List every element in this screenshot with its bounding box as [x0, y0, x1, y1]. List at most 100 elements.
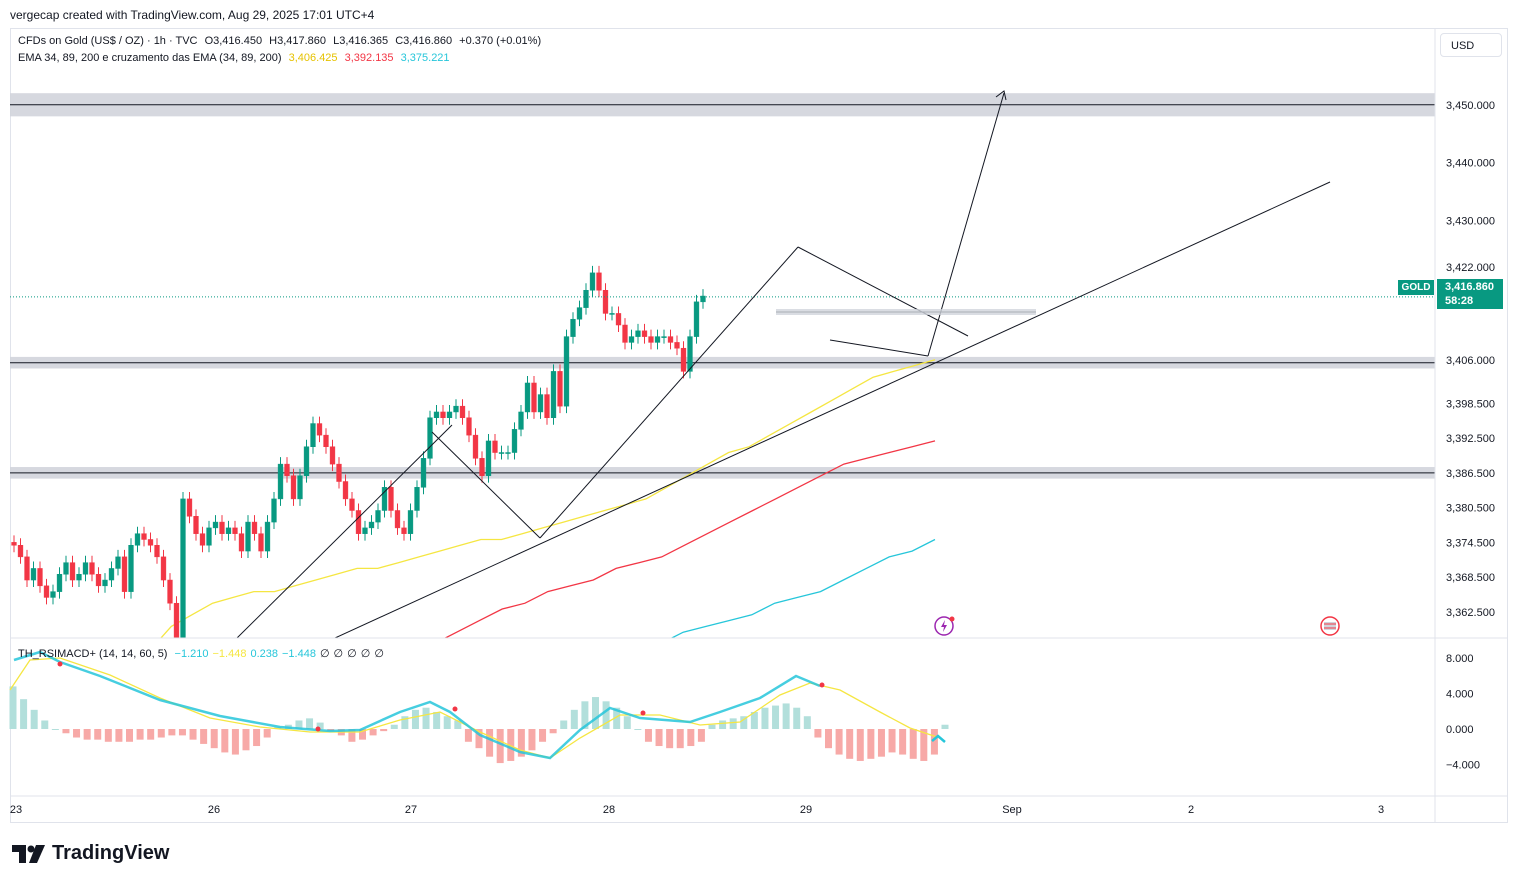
- candle-body: [336, 463, 342, 482]
- candle-body: [648, 336, 654, 343]
- histogram-bar: [369, 729, 377, 736]
- indicator-values: −1.210 −1.448 0.238 −1.448 ∅ ∅ ∅ ∅ ∅: [175, 648, 388, 660]
- last-price: 3,416.860: [1445, 281, 1494, 293]
- histogram-bar: [83, 729, 91, 740]
- histogram-bar: [221, 729, 229, 753]
- histogram-bar: [401, 716, 409, 729]
- histogram-bar: [750, 711, 758, 729]
- candle-body: [622, 324, 628, 343]
- price-axis-label: 3,422.000: [1446, 262, 1495, 274]
- candle-body: [524, 382, 531, 413]
- candle-body: [427, 417, 433, 459]
- candle-body: [375, 510, 381, 523]
- time-axis-label: 28: [603, 804, 615, 816]
- price-axis-label: 3,374.500: [1446, 537, 1495, 549]
- candle-body: [238, 533, 245, 552]
- ema34-value: 3,406.425: [288, 52, 338, 64]
- histogram-bar: [666, 729, 674, 749]
- candle-body: [453, 405, 459, 413]
- currency-selector[interactable]: USD: [1440, 33, 1502, 57]
- candle-body: [43, 585, 50, 598]
- candle-body: [206, 527, 212, 546]
- candle-body: [108, 568, 115, 581]
- candle-body: [394, 510, 401, 529]
- candle-body: [641, 330, 648, 337]
- candle-body: [69, 562, 76, 581]
- histogram-bar: [761, 707, 769, 729]
- signal-line: [9, 657, 941, 759]
- candle-body: [414, 487, 420, 511]
- ema89-line: [443, 440, 936, 638]
- histogram-bar: [73, 729, 81, 738]
- price-axis-label: 3,362.500: [1446, 607, 1495, 619]
- candle-body: [147, 539, 154, 546]
- histogram-bar: [888, 729, 896, 753]
- ema200-line: [670, 538, 936, 638]
- histogram-bar: [115, 729, 123, 742]
- price-axis-label: 3,380.500: [1446, 503, 1495, 515]
- histogram-bar: [539, 729, 547, 742]
- candle-body: [37, 568, 43, 587]
- candle-body: [680, 347, 687, 372]
- candle-body: [635, 330, 641, 337]
- candle-body: [173, 602, 180, 638]
- histogram-bar: [306, 718, 314, 729]
- indicator-value: ∅: [374, 648, 384, 660]
- candle-body: [95, 573, 102, 587]
- indicator-legend: TH_RSIMACD+ (14, 14, 60, 5) −1.210 −1.448…: [18, 647, 392, 660]
- candle-body: [661, 336, 667, 338]
- histogram-bar: [835, 729, 843, 755]
- histogram-bar: [51, 729, 59, 730]
- histogram-bar: [549, 729, 557, 734]
- histogram-bar: [581, 701, 589, 729]
- tradingview-logo-icon: [12, 844, 45, 863]
- histogram-bar: [274, 726, 282, 729]
- histogram-bar: [930, 729, 938, 755]
- histogram-bar: [528, 729, 536, 751]
- histogram-bar: [570, 709, 578, 729]
- histogram-bar: [825, 729, 832, 749]
- candle-body: [570, 318, 576, 337]
- trend-line: [236, 424, 453, 638]
- histogram-bar: [454, 720, 462, 729]
- indicator-label: TH_RSIMACD+ (14, 14, 60, 5): [18, 648, 168, 660]
- histogram-bar: [644, 729, 652, 742]
- histogram-bar: [443, 716, 451, 729]
- candle-body: [329, 446, 336, 465]
- histogram-bar: [433, 711, 441, 729]
- tradingview-logo[interactable]: TradingView: [12, 842, 169, 865]
- candle-body: [160, 556, 167, 581]
- histogram-bar: [231, 729, 239, 755]
- histogram-bar: [147, 729, 155, 740]
- candle-body: [102, 579, 108, 587]
- ohlc-high: H3,417.860: [269, 35, 327, 47]
- bar-countdown: 58:28: [1445, 295, 1474, 307]
- histogram-bar: [877, 729, 885, 757]
- candle-body: [654, 336, 661, 343]
- candle-body: [550, 371, 557, 419]
- signal-dot: [640, 710, 646, 716]
- candle-body: [134, 533, 141, 546]
- signal-dot: [315, 726, 321, 732]
- indicator-value: −1.448: [212, 648, 247, 660]
- ema200-value: 3,375.221: [400, 52, 450, 64]
- histogram-bar: [909, 729, 917, 759]
- candle-body: [576, 307, 583, 320]
- histogram-bar: [602, 701, 610, 729]
- price-axis-label: 3,406.000: [1446, 355, 1495, 367]
- histogram-bar: [655, 729, 663, 747]
- tradingview-wordmark: TradingView: [52, 842, 170, 864]
- histogram-bar: [464, 729, 472, 742]
- trend-line: [539, 246, 799, 539]
- price-axis-label: 3,440.000: [1446, 158, 1495, 170]
- candle-body: [563, 336, 570, 407]
- histogram-bar: [782, 703, 790, 729]
- target-arrowhead: [995, 90, 1007, 101]
- time-axis-label: 3: [1378, 804, 1384, 816]
- ohlc-close: C3,416.860: [395, 35, 453, 47]
- ema-label: EMA 34, 89, 200 e cruzamento das EMA (34…: [18, 52, 282, 64]
- histogram-bar: [210, 729, 218, 749]
- candle-body: [180, 498, 186, 638]
- histogram-bar: [20, 699, 28, 729]
